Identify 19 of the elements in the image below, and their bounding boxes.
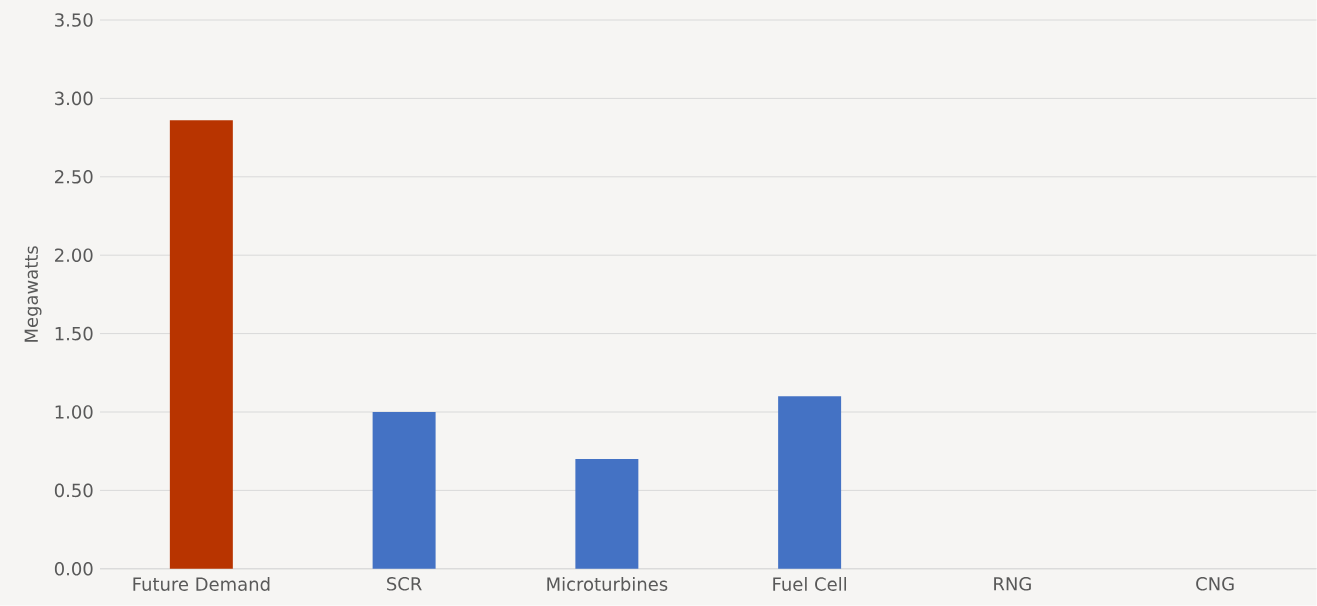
y-tick-label: 1.50 (55, 326, 93, 341)
bar (372, 412, 436, 569)
bar (778, 396, 842, 569)
y-tick-label: 3.00 (55, 91, 93, 106)
y-tick-label: 0.00 (54, 562, 93, 576)
x-tick-label: RNG (994, 577, 1031, 591)
y-tick-label: 2.00 (55, 248, 93, 263)
y-tick-label: 1.00 (55, 405, 93, 419)
y-tick-label: 0.50 (54, 483, 93, 498)
y-axis-title: Megawatts (24, 246, 42, 342)
bar (575, 459, 639, 569)
y-tick-label: 3.50 (55, 13, 93, 27)
x-tick-label: Microturbines (547, 577, 668, 592)
x-tick-label: SCR (387, 577, 422, 591)
bar (169, 120, 233, 569)
x-tick-label: CNG (1196, 577, 1234, 591)
x-tick-label: Future Demand (133, 577, 270, 592)
y-tick-label: 2.50 (55, 170, 93, 184)
x-tick-label: Fuel Cell (773, 577, 847, 592)
